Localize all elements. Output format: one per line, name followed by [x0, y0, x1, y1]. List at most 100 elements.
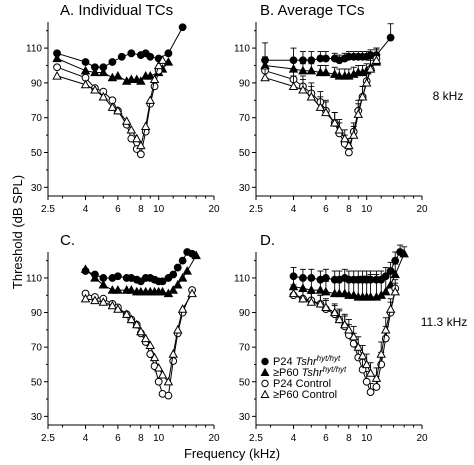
series-p60-mut	[80, 250, 201, 298]
x-tick-label: 10	[153, 433, 165, 444]
data-point	[168, 285, 178, 294]
y-tick-label: 70	[239, 343, 251, 354]
panel-title: B. Average TCs	[260, 2, 365, 19]
data-point	[321, 286, 331, 296]
legend-marker	[260, 389, 270, 398]
data-point	[298, 293, 308, 303]
data-point	[321, 302, 331, 311]
data-point	[390, 269, 400, 279]
data-point	[145, 71, 156, 80]
data-point	[321, 67, 331, 77]
data-point	[329, 307, 340, 317]
data-point	[315, 102, 326, 111]
data-point	[182, 266, 192, 275]
data-point	[344, 324, 354, 334]
data-point	[80, 79, 91, 89]
y-tick-label: 90	[31, 308, 43, 319]
annotation-11-3-khz: 11.3 kHz	[421, 315, 467, 329]
x-tick-label: 6	[115, 204, 121, 215]
x-tick-label: 10	[361, 433, 373, 444]
y-tick-label: 110	[26, 273, 42, 284]
data-point	[344, 148, 353, 157]
data-point	[173, 263, 182, 272]
data-point	[177, 273, 188, 282]
x-tick-label: 8	[138, 433, 144, 444]
data-point	[178, 256, 187, 265]
data-point	[385, 304, 396, 313]
x-tick-label: 20	[208, 433, 220, 444]
data-point	[149, 74, 160, 84]
y-tick-label: 90	[239, 78, 251, 89]
y-tick-label: 50	[239, 377, 251, 388]
legend-marker	[261, 379, 269, 388]
legend-label-text: P24 Control	[273, 378, 331, 390]
x-tick-label: 4	[83, 204, 89, 215]
data-point	[380, 286, 391, 296]
data-point	[329, 69, 340, 78]
x-tick-label: 20	[416, 433, 428, 444]
series-p60-ctrl	[80, 288, 197, 386]
data-point	[348, 130, 359, 139]
data-point	[90, 295, 100, 305]
data-point	[127, 49, 136, 58]
data-point	[357, 91, 368, 101]
data-point	[113, 105, 123, 115]
x-tick-label: 6	[323, 204, 329, 215]
data-point	[121, 309, 132, 318]
legend-item-p24-mut: P24 Tshrhyt/hyt	[261, 354, 341, 368]
y-tick-label: 90	[239, 308, 251, 319]
data-point	[90, 84, 100, 94]
y-tick-label: 90	[31, 78, 43, 89]
legend-label-text: ≥P60 Control	[273, 389, 337, 401]
data-point	[164, 49, 173, 58]
data-point	[191, 250, 201, 260]
legend-item-p60-mut: ≥P60 Tshrhyt/hyt	[260, 365, 347, 379]
panel-b: B. Average TCs 30 50 70 90 110 2.5 4 6 8 10 20	[234, 2, 428, 215]
data-point	[80, 65, 91, 75]
legend-label-text: P24	[273, 356, 296, 368]
data-point	[172, 279, 183, 289]
y-tick-label: 50	[31, 377, 43, 388]
data-point	[178, 23, 187, 32]
data-point	[357, 350, 368, 360]
x-tick-label: 20	[416, 204, 428, 215]
data-point	[321, 54, 330, 63]
data-point	[315, 67, 326, 77]
annotation-8-khz: 8 kHz	[433, 89, 464, 103]
data-point	[131, 133, 142, 143]
data-point	[169, 270, 178, 279]
y-tick-label: 30	[31, 412, 43, 423]
data-point	[334, 314, 345, 324]
data-point	[107, 285, 118, 294]
y-tick-label: 50	[239, 148, 251, 159]
data-point	[136, 140, 146, 150]
y-tick-label: 30	[239, 183, 251, 194]
legend-gene: Tshr	[302, 367, 324, 379]
data-point	[140, 333, 151, 343]
data-point	[187, 288, 197, 298]
y-tick-label: 30	[239, 412, 251, 423]
legend-genotype: hyt/hyt	[317, 354, 341, 363]
data-point	[288, 81, 299, 91]
y-tick-label: 70	[31, 113, 43, 124]
data-point	[298, 84, 308, 94]
series-p24-mut	[81, 248, 196, 286]
data-point	[365, 64, 376, 73]
data-point	[157, 286, 168, 296]
data-point	[158, 277, 167, 286]
data-point	[376, 349, 386, 358]
data-point	[81, 58, 90, 66]
data-point	[339, 319, 350, 329]
data-point	[136, 150, 145, 159]
series-p60-ctrl	[288, 282, 400, 382]
data-point	[154, 377, 163, 386]
data-point	[146, 52, 155, 61]
y-tick-label: 70	[239, 113, 251, 124]
data-point	[315, 298, 326, 308]
y-axis-title: Threshold (dB SPL)	[10, 175, 25, 289]
data-point	[361, 359, 372, 369]
data-point	[353, 109, 364, 118]
data-point	[126, 285, 137, 294]
